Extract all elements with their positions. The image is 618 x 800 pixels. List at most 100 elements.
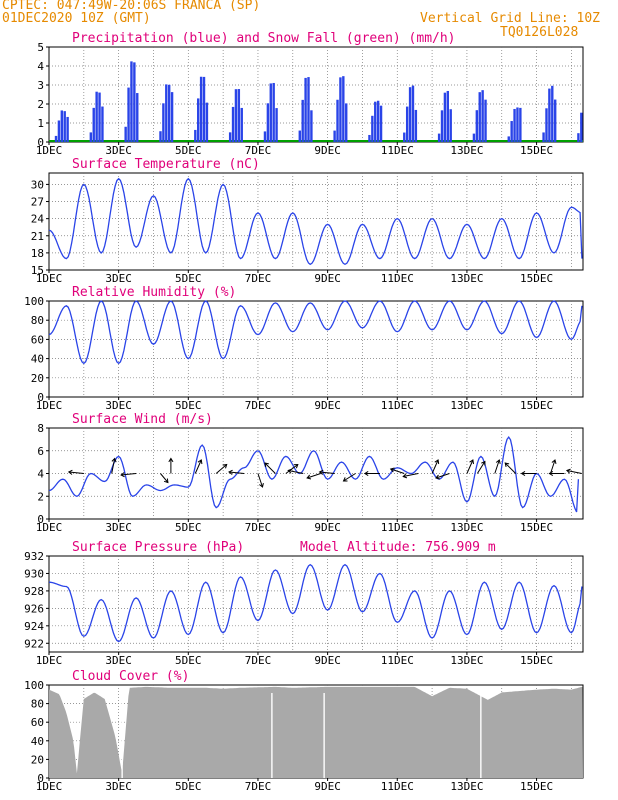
cloud-ytick-label: 0 bbox=[37, 772, 44, 785]
wind-arrow bbox=[215, 464, 227, 474]
rh-ytick-label: 100 bbox=[24, 295, 44, 308]
wind-arrow bbox=[550, 459, 556, 474]
precip-bar bbox=[98, 92, 101, 142]
precip-bar bbox=[159, 131, 162, 142]
wind-xtick-label: 1DEC bbox=[36, 521, 63, 534]
precip-bar bbox=[368, 134, 371, 142]
precip-bar bbox=[170, 92, 174, 142]
wind-xtick-label: 3DEC bbox=[105, 521, 132, 534]
cloud-xtick-label: 3DEC bbox=[105, 780, 132, 793]
rh-ytick-label: 0 bbox=[37, 391, 44, 404]
wind-arrow-head bbox=[565, 468, 571, 474]
rh-title: Relative Humidity (%) bbox=[72, 285, 236, 300]
precip-bar bbox=[272, 82, 275, 142]
station-header: CPTEC: 047:49W-20:06S FRANCA (SP) bbox=[2, 0, 261, 13]
precip-bar bbox=[446, 90, 450, 142]
precip-bar bbox=[60, 110, 64, 142]
model-code-header: TQ0126L028 bbox=[500, 25, 579, 40]
precip-bar bbox=[92, 107, 95, 142]
precip-bar bbox=[124, 126, 127, 142]
cloud-xtick-label: 13DEC bbox=[450, 780, 483, 793]
rh-xtick-label: 5DEC bbox=[175, 399, 202, 412]
wind-arrow bbox=[160, 473, 169, 483]
wind-arrow-head bbox=[402, 473, 408, 479]
wind-arrow-head bbox=[67, 469, 73, 475]
precip-bar bbox=[202, 76, 206, 142]
pressure-ytick-label: 922 bbox=[24, 637, 44, 650]
precip-bar bbox=[379, 105, 383, 142]
precip-bar bbox=[63, 111, 66, 142]
cloud-ytick-label: 20 bbox=[31, 753, 44, 766]
precip-ytick-label: 4 bbox=[37, 60, 44, 73]
wind-arrow bbox=[288, 470, 304, 474]
wind-ytick-label: 2 bbox=[37, 490, 44, 503]
precip-xtick-label: 3DEC bbox=[105, 144, 132, 157]
wind-arrow bbox=[319, 471, 335, 474]
precip-bar bbox=[545, 108, 548, 142]
rh-ytick-label: 80 bbox=[31, 314, 44, 327]
precip-bar bbox=[310, 110, 313, 142]
wind-xtick-label: 5DEC bbox=[175, 521, 202, 534]
pressure-xtick-label: 1DEC bbox=[36, 654, 63, 667]
precip-bar bbox=[269, 83, 272, 142]
pressure-xtick-label: 15DEC bbox=[520, 654, 553, 667]
pressure-xtick-label: 9DEC bbox=[314, 654, 341, 667]
precip-bar bbox=[333, 130, 336, 142]
precip-bar bbox=[440, 110, 444, 142]
pressure-series-line bbox=[48, 563, 583, 643]
wind-arrow-head bbox=[228, 469, 233, 475]
precip-bar bbox=[548, 88, 551, 142]
cloud-title: Cloud Cover (%) bbox=[72, 669, 189, 684]
rh-xtick-label: 7DEC bbox=[245, 399, 272, 412]
wind-ytick-label: 6 bbox=[37, 445, 44, 458]
precip-bar bbox=[240, 107, 243, 142]
pressure-panel: 922 924 926 928 930 932 1DEC 3DEC 5DEC 7DEC 9DEC 11… bbox=[24, 540, 584, 667]
precip-bar bbox=[551, 85, 554, 142]
precip-bar bbox=[136, 93, 139, 142]
pressure-xtick-label: 11DEC bbox=[381, 654, 414, 667]
temp-xtick-label: 5DEC bbox=[175, 272, 202, 285]
precip-bar bbox=[481, 90, 484, 142]
wind-arrow bbox=[121, 473, 137, 476]
precip-bar bbox=[101, 106, 104, 142]
wind-arrow-head bbox=[548, 470, 554, 477]
precip-bar bbox=[228, 132, 232, 142]
wind-arrow-head bbox=[264, 462, 269, 468]
wind-arrow bbox=[504, 462, 517, 474]
rh-xtick-label: 9DEC bbox=[314, 399, 341, 412]
precip-bar bbox=[130, 61, 133, 143]
temp-xtick-label: 9DEC bbox=[314, 272, 341, 285]
precip-bar bbox=[513, 108, 516, 142]
wind-xtick-label: 9DEC bbox=[314, 521, 341, 534]
precip-ytick-label: 2 bbox=[37, 98, 44, 111]
temp-ytick-label: 18 bbox=[31, 247, 44, 260]
run-time-header: 01DEC2020 10Z (GMT) bbox=[2, 11, 151, 26]
precip-bar bbox=[263, 131, 267, 142]
wind-arrow-head bbox=[469, 459, 474, 465]
wind-arrow-head bbox=[520, 470, 526, 477]
precip-xtick-label: 15DEC bbox=[520, 144, 553, 157]
wind-xtick-label: 7DEC bbox=[245, 521, 272, 534]
rh-xtick-label: 13DEC bbox=[450, 399, 483, 412]
precip-bar bbox=[237, 89, 241, 142]
grid-note-header: Vertical Grid Line: 10Z bbox=[420, 11, 601, 26]
precip-bar bbox=[54, 135, 58, 142]
wind-arrow bbox=[431, 459, 439, 474]
pressure-frame bbox=[48, 555, 584, 653]
precip-bar bbox=[475, 110, 479, 142]
wind-arrow-head bbox=[287, 468, 293, 474]
wind-ytick-label: 4 bbox=[37, 468, 44, 481]
precip-bar bbox=[304, 77, 307, 142]
precip-title: Precipitation (blue) and Snow Fall (gree… bbox=[72, 31, 456, 46]
pressure-ytick-label: 926 bbox=[24, 602, 44, 615]
temp-frame bbox=[48, 172, 584, 271]
precip-bar bbox=[443, 92, 447, 142]
cloud-ytick-label: 80 bbox=[31, 698, 44, 711]
precip-bar bbox=[519, 107, 522, 142]
precip-xtick-label: 5DEC bbox=[175, 144, 202, 157]
precip-bar bbox=[197, 98, 200, 142]
wind-arrow-head bbox=[197, 459, 203, 465]
wind-arrow-head bbox=[481, 460, 486, 466]
precip-ytick-label: 0 bbox=[37, 136, 44, 149]
pressure-ytick-label: 924 bbox=[24, 620, 44, 633]
